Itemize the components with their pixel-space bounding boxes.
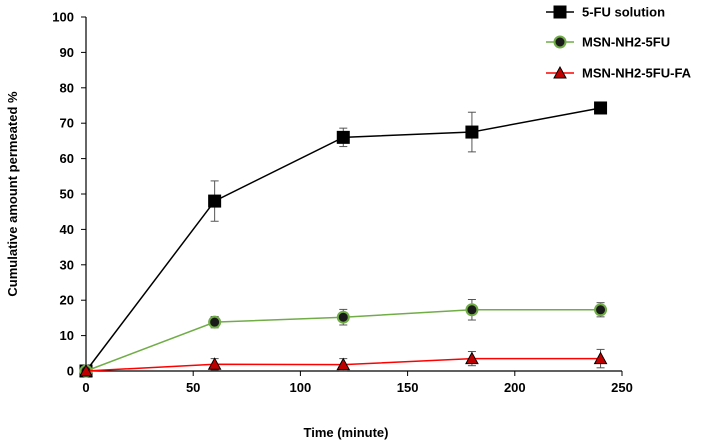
y-tick-label: 30 — [60, 257, 74, 272]
x-tick-label: 200 — [504, 380, 526, 395]
data-point — [336, 130, 350, 144]
data-point — [465, 351, 479, 365]
data-point — [593, 351, 608, 365]
legend-marker — [553, 5, 567, 19]
data-point — [594, 101, 608, 115]
data-point — [336, 310, 350, 324]
y-tick-label: 10 — [60, 328, 74, 343]
legend-marker — [553, 35, 567, 49]
y-tick-label: 100 — [52, 10, 74, 25]
x-tick-label: 0 — [82, 380, 89, 395]
data-point — [336, 357, 351, 371]
data-point — [465, 303, 479, 317]
x-axis-title: Time (minute) — [304, 425, 389, 440]
legend-label: 5-FU solution — [582, 5, 665, 20]
legend-item-0: 5-FU solution — [546, 5, 665, 20]
series-layer — [79, 101, 608, 378]
y-axis-ticks: 0 10 20 30 40 50 60 70 80 90 100 — [52, 10, 86, 379]
x-tick-label: 50 — [186, 380, 200, 395]
y-axis-title: Cumulative amount permeated % — [5, 91, 20, 297]
axes — [85, 17, 622, 372]
legend-label: MSN-NH2-5FU-FA — [582, 66, 692, 81]
legend-label: MSN-NH2-5FU — [582, 35, 670, 50]
series-2 — [79, 348, 608, 377]
y-tick-label: 50 — [60, 187, 74, 202]
data-point — [208, 194, 222, 208]
data-point — [465, 125, 479, 139]
y-tick-label: 70 — [60, 116, 74, 131]
data-point — [594, 303, 608, 317]
y-tick-label: 20 — [60, 293, 74, 308]
x-tick-label: 250 — [611, 380, 633, 395]
legend: 5-FU solution MSN-NH2-5FU MSN-NH2-5FU-FA — [546, 5, 692, 81]
y-tick-label: 90 — [60, 45, 74, 60]
legend-item-1: MSN-NH2-5FU — [546, 35, 670, 50]
legend-marker — [553, 65, 567, 79]
data-point — [79, 363, 93, 377]
series-line — [85, 107, 601, 372]
y-tick-label: 40 — [60, 222, 74, 237]
legend-item-2: MSN-NH2-5FU-FA — [546, 66, 692, 81]
y-tick-label: 80 — [60, 80, 74, 95]
data-point — [208, 315, 222, 329]
x-axis-ticks: 0 50 100 150 200 250 — [82, 371, 633, 395]
data-point — [207, 357, 222, 370]
y-tick-label: 60 — [60, 151, 74, 166]
y-tick-label: 0 — [67, 364, 74, 379]
x-tick-label: 150 — [397, 380, 419, 395]
x-tick-label: 100 — [290, 380, 312, 395]
series-0 — [79, 101, 608, 378]
